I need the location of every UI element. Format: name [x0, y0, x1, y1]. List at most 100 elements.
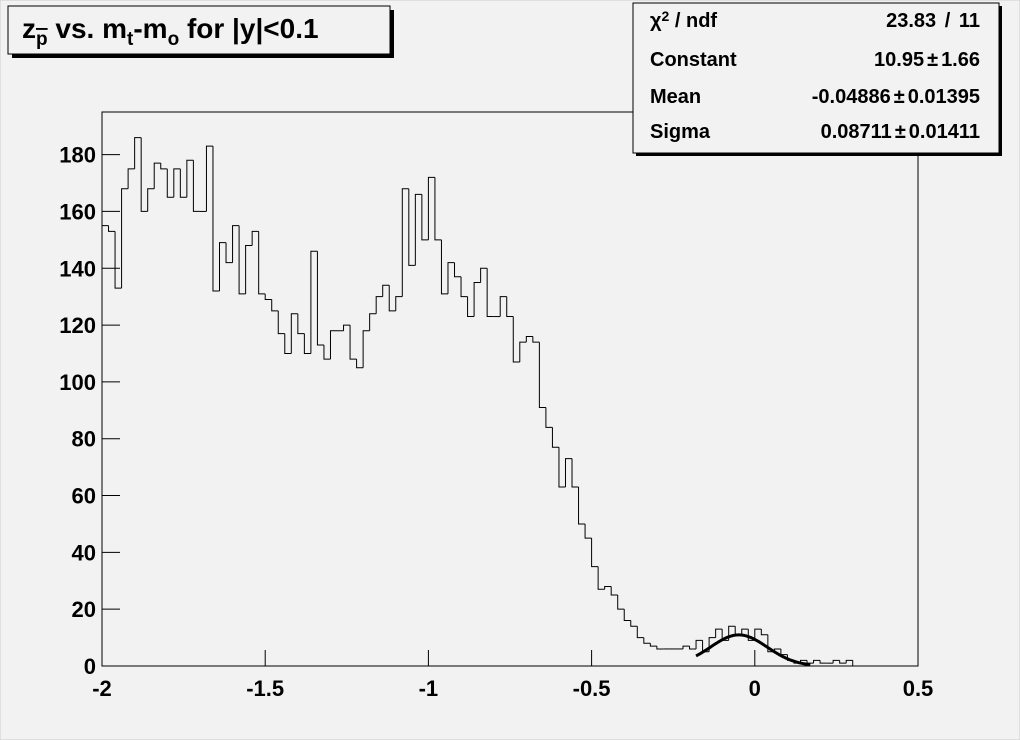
stats-value-part: ± [927, 49, 938, 71]
histogram-bin [369, 313, 377, 331]
stats-value-part: 0.01395 [908, 86, 980, 108]
stats-label-part: 2 [662, 8, 670, 24]
title-part: p [36, 29, 48, 50]
histogram-bin [258, 231, 266, 295]
histogram-bin [512, 316, 520, 363]
histogram-bin [356, 359, 364, 369]
histogram-bin [682, 645, 690, 649]
histogram-bin [643, 637, 651, 644]
title-box [7, 5, 391, 55]
histogram-bin [127, 168, 135, 189]
stats-value: 0.08711 ±0.01411 [821, 121, 980, 143]
histogram-bin [179, 168, 187, 198]
histogram-bin [695, 639, 703, 649]
histogram-bin [251, 230, 259, 246]
histogram-bin [101, 225, 109, 666]
stats-label-part: / ndf [669, 10, 717, 32]
histogram-bin [545, 407, 553, 428]
histogram-bin [219, 242, 227, 291]
y-tick-label: 100 [59, 370, 96, 395]
histogram-bin [532, 336, 540, 343]
histogram-bin [656, 646, 664, 650]
histogram-bin [238, 225, 246, 295]
x-tick-label: -1 [419, 676, 439, 701]
histogram-bin [538, 342, 546, 408]
stats-value: 23.83 / 11 [886, 10, 980, 32]
histogram-bin [121, 188, 129, 289]
histogram-bin [395, 296, 403, 311]
histogram-bin [454, 262, 462, 278]
x-tick-label: 0.5 [903, 676, 934, 701]
stats-value: 10.95 ±1.66 [874, 49, 980, 71]
histogram-bin [297, 313, 305, 335]
histogram-bin [349, 325, 357, 360]
x-tick-label: 0 [749, 676, 761, 701]
histogram-bin [473, 281, 481, 317]
histogram-bin [447, 262, 455, 294]
histogram-bin [525, 335, 533, 343]
y-tick-label: 40 [72, 540, 96, 565]
chart-title: zp vs. mt-mo for |y|<0.1 [22, 13, 319, 50]
histogram-bin [584, 523, 592, 539]
histogram-bin [375, 296, 383, 314]
histogram-bin [649, 643, 657, 647]
histogram-bin [558, 447, 566, 488]
histogram-bin [414, 193, 422, 266]
histogram-bin [839, 660, 847, 664]
y-tick-label: 160 [59, 199, 96, 224]
histogram-bin [499, 296, 507, 317]
histogram-bin [597, 566, 605, 590]
histogram-bin [166, 168, 174, 198]
histogram-bin [108, 225, 116, 232]
histogram-bin [551, 427, 559, 448]
histogram-bin [760, 629, 768, 636]
y-tick-label: 120 [59, 313, 96, 338]
x-tick-label: -2 [92, 676, 112, 701]
histogram-bin [813, 659, 821, 664]
stats-value-part: 1.66 [941, 49, 980, 71]
stats-value-part: 0.01411 [909, 121, 980, 143]
histogram-bin [408, 188, 416, 266]
histogram-bin [754, 628, 762, 641]
x-tick-label: -1.5 [246, 676, 284, 701]
stats-label: χ2 / ndf [650, 8, 717, 32]
histogram-bin [382, 284, 390, 297]
histogram-bin [323, 344, 331, 360]
stats-value: -0.04886 ±0.01395 [812, 86, 980, 108]
stats-label: Sigma [650, 121, 711, 143]
histogram-bin [401, 188, 409, 297]
histogram-bin [232, 225, 240, 263]
histogram-bin [316, 251, 324, 346]
histogram-bin [741, 628, 749, 635]
histogram-bin [845, 659, 853, 664]
histogram-bin [427, 176, 435, 240]
stats-value-part: 10.95 [874, 49, 924, 71]
histogram-bin [564, 458, 573, 488]
stats-label: Constant [650, 49, 737, 71]
histogram-bin [747, 629, 755, 641]
title-part: for |y|<0.1 [179, 13, 318, 44]
histogram-bin [715, 628, 723, 638]
histogram-bin [205, 145, 213, 212]
histogram-bin [114, 231, 122, 289]
stats-value-part: -0.04886 [812, 86, 891, 108]
title-part: -m [133, 13, 167, 44]
histogram-bin [578, 487, 586, 525]
y-tick-label: 60 [72, 484, 96, 509]
histogram-bin [153, 162, 161, 189]
stats-label: Mean [650, 86, 701, 108]
histogram-bin [506, 296, 514, 318]
histogram-bin [421, 194, 429, 241]
histogram-bin [277, 310, 285, 335]
x-tick-label: -0.5 [573, 676, 611, 701]
y-tick-label: 80 [72, 427, 96, 452]
histogram-bin [623, 609, 631, 622]
histogram-bin [264, 293, 272, 301]
histogram-bin [617, 594, 625, 610]
histogram-bin [610, 586, 618, 596]
histogram-bin [689, 646, 697, 650]
stats-value-part: 11 [959, 10, 980, 32]
histogram-bin [480, 267, 488, 283]
histogram-bin [467, 296, 475, 318]
